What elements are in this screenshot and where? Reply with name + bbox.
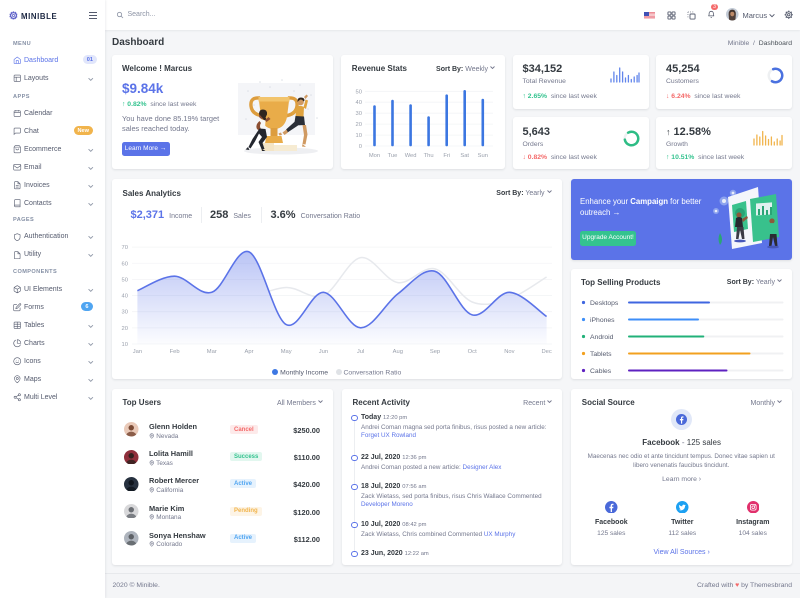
svg-text:Mon: Mon xyxy=(369,152,380,158)
svg-text:Jun: Jun xyxy=(319,349,328,355)
svg-text:30: 30 xyxy=(356,111,362,117)
svg-text:Cables: Cables xyxy=(590,368,612,375)
svg-text:Tablets: Tablets xyxy=(590,351,612,358)
svg-text:Apr: Apr xyxy=(244,349,253,355)
svg-text:Wed: Wed xyxy=(405,152,417,158)
svg-text:70: 70 xyxy=(122,245,128,251)
svg-text:Desktops: Desktops xyxy=(590,300,619,307)
svg-text:Jan: Jan xyxy=(133,349,142,355)
svg-text:Dec: Dec xyxy=(541,349,551,355)
svg-text:30: 30 xyxy=(122,309,128,315)
svg-text:40: 40 xyxy=(122,293,128,299)
svg-text:Oct: Oct xyxy=(468,349,477,355)
svg-text:50: 50 xyxy=(356,89,362,95)
svg-text:Mar: Mar xyxy=(207,349,217,355)
svg-text:May: May xyxy=(281,349,292,355)
svg-text:Android: Android xyxy=(590,334,614,341)
svg-text:20: 20 xyxy=(356,122,362,128)
svg-text:40: 40 xyxy=(356,100,362,106)
svg-text:Aug: Aug xyxy=(393,349,403,355)
svg-text:0: 0 xyxy=(359,143,362,149)
svg-text:Sep: Sep xyxy=(430,349,440,355)
svg-text:Fri: Fri xyxy=(444,152,451,158)
svg-text:Sun: Sun xyxy=(478,152,488,158)
svg-text:10: 10 xyxy=(122,342,128,348)
svg-text:60: 60 xyxy=(122,261,128,267)
svg-text:iPhones: iPhones xyxy=(590,317,615,324)
svg-text:20: 20 xyxy=(122,325,128,331)
svg-text:Tue: Tue xyxy=(388,152,398,158)
svg-text:Sat: Sat xyxy=(461,152,470,158)
svg-text:50: 50 xyxy=(122,277,128,283)
svg-text:Thu: Thu xyxy=(424,152,434,158)
svg-text:Feb: Feb xyxy=(170,349,180,355)
svg-text:Jul: Jul xyxy=(357,349,364,355)
svg-text:10: 10 xyxy=(356,133,362,139)
svg-text:Nov: Nov xyxy=(504,349,514,355)
